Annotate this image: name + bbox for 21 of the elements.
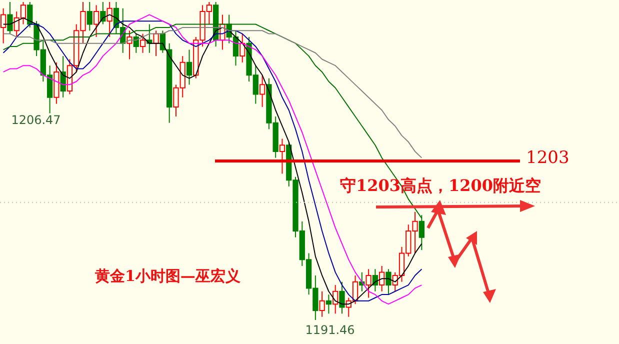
candlestick bbox=[126, 30, 132, 60]
candlestick bbox=[339, 281, 345, 314]
candlestick bbox=[366, 268, 372, 298]
candlestick bbox=[186, 49, 192, 86]
candlestick bbox=[140, 33, 146, 54]
candlestick bbox=[418, 214, 425, 251]
annotation: 1206.47 bbox=[11, 113, 61, 127]
candlestick bbox=[279, 138, 286, 174]
annotation: 黄金1小时图—巫宏义 bbox=[94, 267, 242, 285]
candlestick bbox=[7, 2, 13, 34]
candlestick bbox=[379, 265, 385, 292]
candlestick bbox=[27, 2, 33, 28]
candlestick bbox=[93, 4, 100, 38]
candlestick bbox=[326, 294, 332, 314]
candlestick bbox=[386, 268, 392, 296]
annotation: 守1203高点，1200附近空 bbox=[340, 176, 542, 195]
text: 1203 bbox=[526, 148, 570, 168]
text: 1191.46 bbox=[305, 323, 355, 337]
candlestick bbox=[319, 290, 325, 318]
candlestick bbox=[259, 74, 266, 108]
candlestick bbox=[86, 2, 92, 32]
